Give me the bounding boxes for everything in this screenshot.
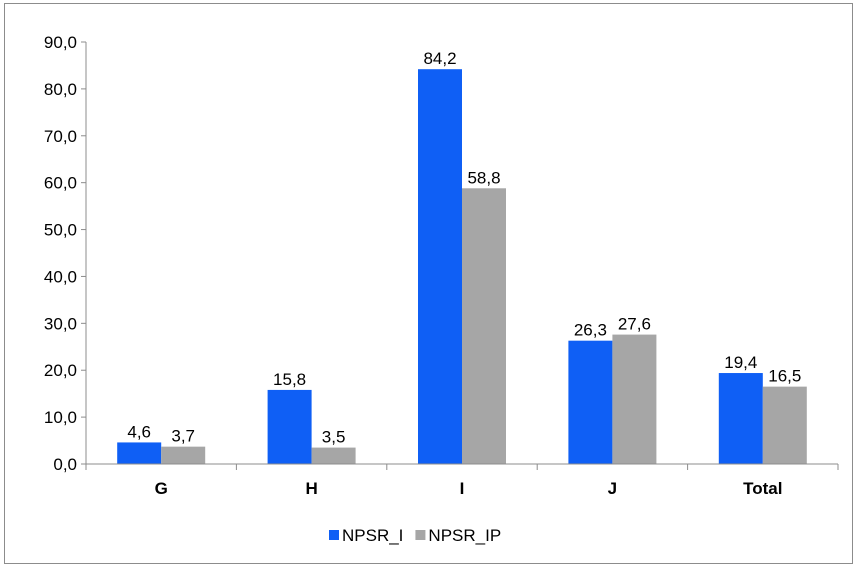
data-label: 4,6	[127, 422, 151, 441]
y-tick-label: 40,0	[44, 267, 77, 286]
y-tick-label: 60,0	[44, 174, 77, 193]
y-tick-label: 50,0	[44, 221, 77, 240]
x-tick-label: I	[460, 479, 465, 498]
x-axis: G H I J Total	[85, 463, 839, 498]
bar-npsr-ip	[311, 447, 356, 464]
x-tick-label: Total	[743, 479, 782, 498]
y-tick-label: 20,0	[44, 361, 77, 380]
data-label: 15,8	[273, 370, 306, 389]
legend: NPSR_I NPSR_IP	[329, 526, 501, 545]
data-label: 26,3	[574, 321, 607, 340]
bar-chart: 0,010,020,030,040,050,060,070,080,090,0 …	[44, 33, 839, 545]
bar-npsr-ip	[462, 188, 506, 464]
bar-npsr-i	[117, 442, 162, 464]
y-axis: 0,0 10,0 20,0 30,0 40,0 50,0 60,0 70,0 80,0 90,0	[44, 33, 87, 474]
bar-npsr-ip	[161, 446, 206, 464]
chart-frame: 0,0 10,0 20,0 30,0 40,0 50,0 60,0 70,0 80,0 90,0 …	[4, 3, 853, 564]
data-label: 27,6	[618, 315, 651, 334]
y-tick-label: 80,0	[44, 80, 77, 99]
bars: 4,6 3,7 15,8 3,5 84,2 58,8 26,3 27,6 19,4 16,5	[117, 49, 807, 464]
legend-label: NPSR_I	[342, 526, 403, 545]
bar-npsr-i	[267, 389, 312, 464]
bar-npsr-ip	[612, 334, 657, 464]
y-tick-label: 70,0	[44, 127, 77, 146]
bar-npsr-ip	[762, 386, 807, 464]
data-label: 58,8	[467, 168, 500, 187]
bar-npsr-i	[568, 340, 613, 464]
data-label: 3,7	[171, 427, 195, 446]
bar-npsr-i	[418, 69, 462, 464]
legend-swatch	[415, 530, 426, 540]
y-tick-label: 10,0	[44, 408, 77, 427]
data-label: 84,2	[423, 49, 456, 68]
data-label: 16,5	[768, 367, 801, 386]
data-label: 19,4	[724, 353, 757, 372]
legend-label: NPSR_IP	[428, 526, 501, 545]
x-tick-label: G	[155, 479, 168, 498]
x-tick-label: J	[608, 479, 617, 498]
y-tick-label: 90,0	[44, 33, 77, 52]
legend-swatch	[329, 530, 339, 540]
x-tick-label: H	[305, 479, 317, 498]
y-tick-label: 30,0	[44, 314, 77, 333]
bar-npsr-i	[718, 373, 763, 464]
data-label: 3,5	[322, 428, 346, 447]
y-tick-label: 0,0	[53, 455, 77, 474]
